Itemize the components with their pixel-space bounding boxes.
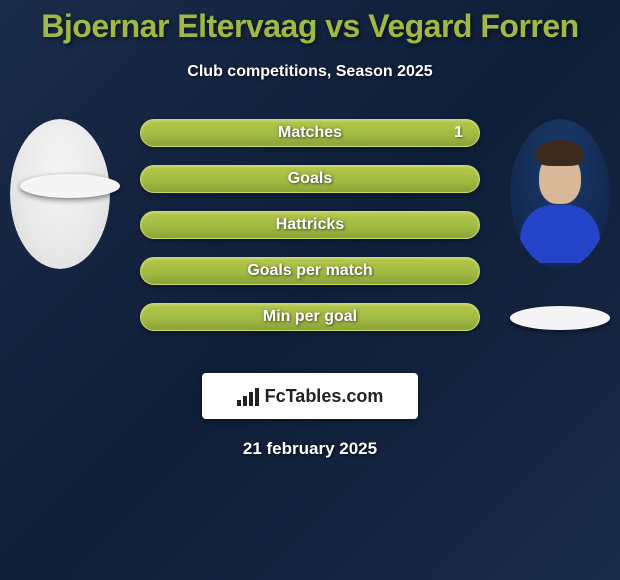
stat-bar-hattricks: Hattricks bbox=[140, 211, 480, 239]
stat-label: Hattricks bbox=[276, 216, 344, 234]
stats-area: Matches 1 Goals Hattricks Goals per matc… bbox=[0, 119, 620, 359]
stat-row: Min per goal bbox=[140, 303, 480, 331]
ellipse-left-decor bbox=[20, 174, 120, 198]
stat-value-right: 1 bbox=[454, 124, 463, 142]
stat-label: Goals bbox=[288, 170, 332, 188]
brand-label: FcTables.com bbox=[265, 386, 384, 407]
stat-row: Goals per match bbox=[140, 257, 480, 285]
stat-row: Hattricks bbox=[140, 211, 480, 239]
date-label: 21 february 2025 bbox=[0, 439, 620, 459]
avatar-hair-shape bbox=[536, 140, 584, 166]
comparison-card: Bjoernar Eltervaag vs Vegard Forren Club… bbox=[0, 0, 620, 580]
stat-bar-min-per-goal: Min per goal bbox=[140, 303, 480, 331]
stat-bars: Matches 1 Goals Hattricks Goals per matc… bbox=[140, 119, 480, 349]
avatar-body-shape bbox=[520, 205, 600, 263]
ellipse-right-decor bbox=[510, 306, 610, 330]
stat-bar-goals: Goals bbox=[140, 165, 480, 193]
page-title: Bjoernar Eltervaag vs Vegard Forren bbox=[0, 8, 620, 45]
stat-label: Min per goal bbox=[263, 308, 357, 326]
stat-label: Matches bbox=[278, 124, 342, 142]
stat-label: Goals per match bbox=[247, 262, 372, 280]
stat-row: Goals bbox=[140, 165, 480, 193]
brand-box: FcTables.com bbox=[202, 373, 418, 419]
stat-row: Matches 1 bbox=[140, 119, 480, 147]
avatar-photo-icon bbox=[510, 119, 610, 269]
page-subtitle: Club competitions, Season 2025 bbox=[0, 63, 620, 81]
stat-bar-matches: Matches 1 bbox=[140, 119, 480, 147]
player-right-avatar bbox=[510, 119, 610, 269]
bars-icon bbox=[237, 386, 261, 406]
brand-text: FcTables.com bbox=[237, 386, 384, 407]
stat-bar-goals-per-match: Goals per match bbox=[140, 257, 480, 285]
